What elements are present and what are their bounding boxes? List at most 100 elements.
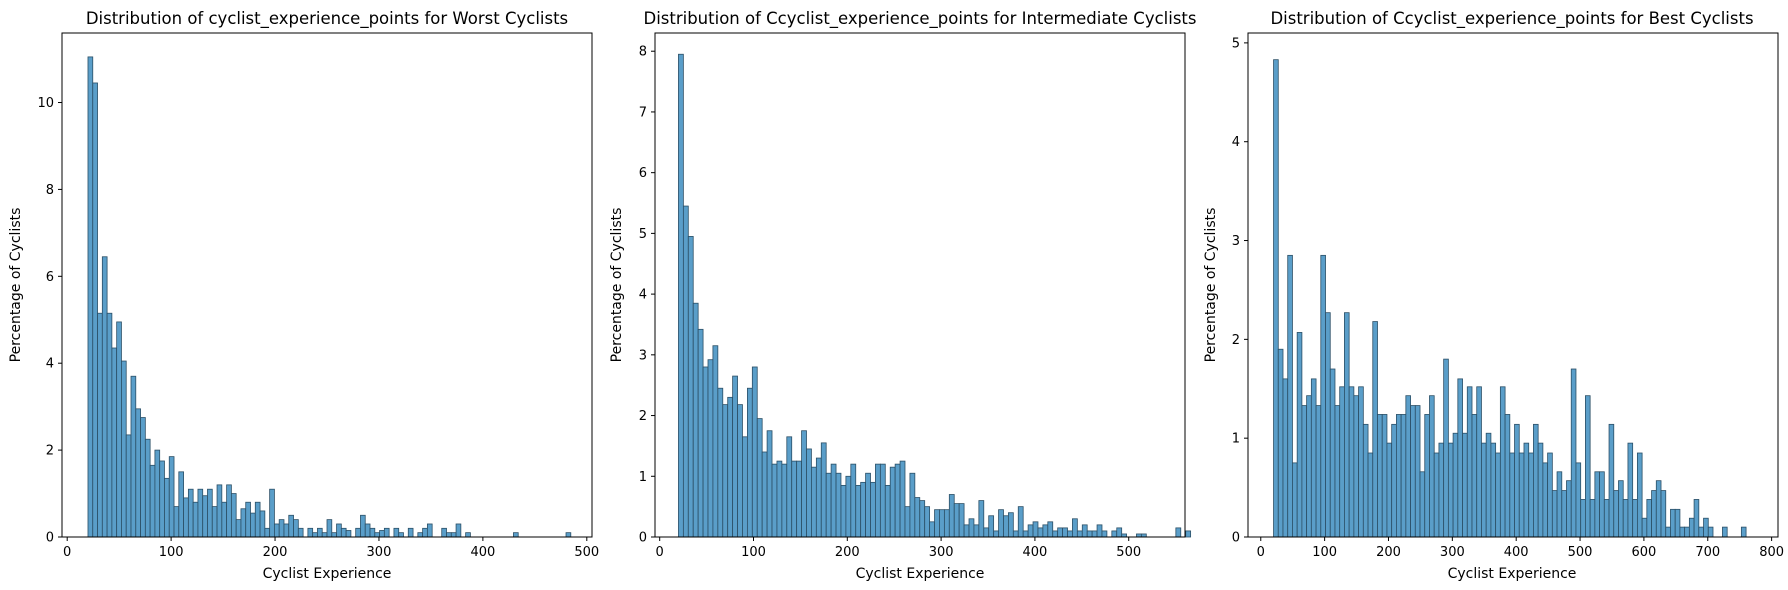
x-tick-label: 200 — [263, 545, 288, 560]
y-axis-ticks: 0 2 4 6 8 10 — [37, 96, 62, 546]
histogram-bar — [1537, 442, 1544, 538]
histogram-bar — [1443, 358, 1449, 538]
histogram-bar — [130, 375, 137, 538]
histogram-bar — [737, 404, 743, 538]
x-axis-label: Cyclist Experience — [1448, 566, 1577, 582]
histogram-bar — [135, 408, 141, 538]
x-tick-label: 700 — [1695, 545, 1720, 560]
histogram-bar — [1022, 530, 1029, 538]
histogram-bar — [860, 481, 866, 538]
histogram-bar — [106, 312, 113, 538]
histogram-panel-intermediate: Distribution of Ccyclist_experience_poin… — [609, 9, 1197, 582]
histogram-bar — [1622, 499, 1629, 538]
histogram-bar — [1032, 521, 1039, 538]
histogram-bar — [297, 527, 304, 538]
histogram-bar — [426, 523, 433, 538]
y-tick-label: 8 — [639, 45, 647, 60]
histogram-bar — [678, 53, 684, 538]
chart-title: Distribution of cyclist_experience_point… — [86, 9, 568, 29]
histogram-bar — [1585, 395, 1591, 538]
histogram-bar — [111, 347, 118, 538]
histogram-bar — [1396, 414, 1402, 538]
histogram-bar — [1003, 515, 1009, 538]
histogram-bar — [1674, 508, 1681, 538]
histogram-bar — [1301, 405, 1308, 538]
histogram-bar — [1594, 471, 1600, 538]
y-tick-label: 0 — [46, 531, 54, 546]
histogram-bar — [1703, 517, 1709, 538]
x-tick-label: 100 — [741, 545, 766, 560]
y-axis-label: Percentage of Cyclists — [1203, 208, 1219, 363]
histogram-bar — [278, 519, 285, 538]
histogram-bar — [1514, 423, 1520, 538]
histogram-bar — [722, 404, 729, 538]
histogram-bar — [321, 532, 328, 538]
histogram-bar — [771, 463, 778, 538]
histogram-bar — [1062, 527, 1068, 538]
histogram-bar — [1012, 530, 1019, 538]
histogram-bar — [978, 500, 985, 538]
histogram-bar — [1599, 471, 1605, 538]
histogram-bar — [140, 417, 146, 538]
histogram-bar — [988, 515, 995, 538]
histogram-bar — [1027, 524, 1034, 538]
histogram-bar — [1542, 462, 1549, 538]
histogram-bar — [939, 509, 945, 538]
histogram-bar — [97, 312, 103, 538]
histogram-bar — [293, 519, 299, 538]
histogram-bar — [1282, 378, 1289, 538]
histogram-bar — [1603, 499, 1610, 538]
histogram-bar — [1339, 386, 1345, 538]
histogram-bar — [1457, 378, 1463, 538]
x-tick-label: 800 — [1759, 545, 1784, 560]
histogram-bar — [202, 495, 208, 538]
histogram-bar — [1665, 526, 1671, 538]
histogram-bar — [1344, 312, 1350, 538]
histogram-bar — [707, 359, 714, 538]
chart-title: Distribution of Ccyclist_experience_poin… — [643, 9, 1196, 29]
histogram-bar — [747, 387, 753, 538]
plot-area-frame — [654, 32, 1186, 538]
histogram-bar — [192, 501, 199, 538]
histogram-bar — [178, 471, 184, 538]
histogram-bar — [811, 466, 817, 538]
histogram-bar — [1296, 332, 1303, 538]
histogram-bar — [1273, 59, 1279, 538]
histogram-bar — [1490, 442, 1497, 538]
histogram-bar — [968, 518, 975, 538]
histogram-panel-worst: Distribution of cyclist_experience_point… — [8, 9, 599, 582]
histogram-bar — [855, 484, 862, 538]
x-tick-label: 200 — [835, 545, 860, 560]
histogram-bar — [116, 321, 122, 538]
histogram-bar — [1660, 490, 1667, 538]
histogram-bar — [422, 527, 428, 538]
histogram-bar — [998, 509, 1004, 538]
x-tick-label: 200 — [1376, 545, 1401, 560]
histogram-bar — [374, 532, 380, 538]
histogram-bar — [1052, 530, 1059, 538]
histogram-bar — [125, 434, 132, 538]
histogram-bar — [806, 448, 812, 538]
histogram-bar — [1287, 254, 1293, 538]
histogram-bar — [355, 527, 361, 538]
y-tick-label: 7 — [639, 105, 647, 120]
histogram-bar — [1310, 378, 1317, 538]
histogram-bar — [1037, 527, 1044, 538]
histogram-bar — [1334, 405, 1341, 538]
x-tick-label: 600 — [1631, 545, 1656, 560]
histogram-bar — [235, 519, 242, 538]
histogram-bar — [1679, 526, 1686, 538]
histogram-bar — [820, 442, 827, 538]
histogram-bar — [1684, 526, 1690, 538]
histogram-bar — [1329, 368, 1336, 538]
histogram-bar — [1485, 432, 1492, 538]
histogram-bar — [441, 527, 447, 538]
histogram-bar — [226, 484, 232, 538]
histogram-bar — [197, 488, 204, 538]
histogram-bar — [761, 451, 768, 538]
x-tick-label: 400 — [1504, 545, 1529, 560]
histogram-bar — [1358, 386, 1364, 538]
histogram-bar — [1556, 471, 1563, 538]
histogram-bar — [692, 302, 699, 538]
